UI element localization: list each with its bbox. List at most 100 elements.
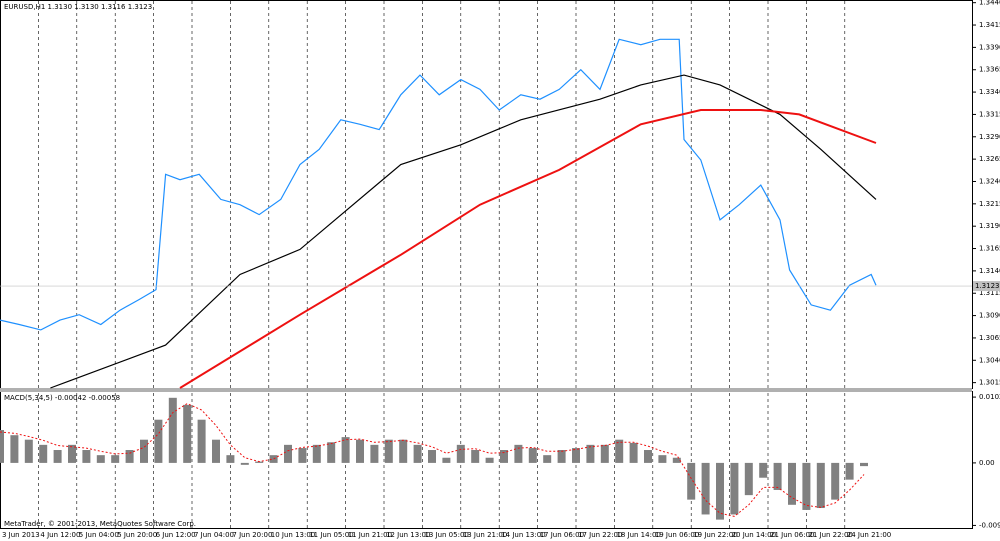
x-tick-label: 13 Jun 05:00 [424, 531, 468, 539]
x-tick-label: 24 Jun 21:00 [847, 531, 891, 539]
histogram-bar [140, 439, 148, 463]
histogram-bar [226, 455, 235, 463]
y-tick-label: 1.3090 [979, 312, 1000, 320]
histogram-bar [10, 435, 19, 463]
x-tick-label: 14 Jun 13:00 [501, 531, 545, 539]
histogram-bar [672, 457, 681, 463]
y-tick-label: 1.3440 [979, 0, 1000, 7]
histogram-bar [0, 430, 4, 463]
histogram-bar [744, 462, 753, 496]
histogram-bar [39, 444, 48, 463]
histogram-bar [442, 457, 451, 463]
histogram-bar [356, 439, 364, 463]
x-tick-label: 20 Jun 14:00 [732, 531, 776, 539]
histogram-bar [154, 419, 163, 463]
x-tick-label: 7 Jun 20:00 [232, 531, 272, 539]
y-tick-label: 1.3015 [979, 379, 1000, 387]
y-tick-label: 1.3115 [979, 289, 1000, 297]
x-tick-label: 6 Jun 12:00 [156, 531, 196, 539]
histogram-bar [658, 455, 667, 463]
x-tick-label: 19 Jun 22:00 [693, 531, 737, 539]
histogram-bar [183, 404, 192, 463]
y-tick-label: 0.01021 [979, 393, 1000, 401]
y-tick-label: 1.3240 [979, 177, 1000, 185]
y-tick-label: 1.3215 [979, 200, 1000, 208]
macd-title: MACD(5,34,5) -0.00042 -0.00058 [4, 394, 120, 402]
histogram-bar [284, 444, 292, 463]
last-price-box [973, 281, 1000, 292]
x-tick-label: 21 Jun 06:00 [770, 531, 814, 539]
histogram-bar [111, 455, 120, 463]
x-tick-label: 11 Jun 05:00 [309, 531, 353, 539]
y-tick-label: 1.3315 [979, 110, 1000, 118]
series-line [50, 74, 877, 389]
histogram-bar [399, 439, 408, 463]
histogram-bar [816, 462, 825, 509]
series-line [0, 38, 877, 331]
last-price-label: 1.3123 [975, 282, 1000, 290]
histogram-bar [845, 462, 854, 480]
histogram-bar [269, 455, 278, 463]
histogram-bar [168, 397, 177, 463]
histogram-bar [514, 444, 523, 463]
x-tick-label: 7 Jun 04:00 [194, 531, 234, 539]
histogram-bar [255, 461, 264, 463]
histogram-bar [716, 462, 724, 520]
y-tick-label: 1.3065 [979, 334, 1000, 342]
histogram-bar [370, 444, 379, 463]
histogram-bar [629, 442, 638, 463]
histogram-bar [528, 448, 537, 463]
histogram-bar [82, 450, 91, 463]
x-tick-label: 11 Jun 21:00 [348, 531, 392, 539]
x-tick-label: 17 Jun 22:00 [578, 531, 622, 539]
y-tick-label: 1.3140 [979, 267, 1000, 275]
histogram-bar [212, 439, 220, 463]
histogram-bar [701, 462, 710, 515]
histogram-bar [197, 419, 206, 463]
y-tick-label: 0.00 [979, 459, 995, 467]
x-tick-label: 13 Jun 21:00 [463, 531, 507, 539]
histogram-bar [644, 450, 652, 463]
y-tick-label: 1.3040 [979, 356, 1000, 364]
histogram-bar [312, 444, 321, 463]
histogram-bar [773, 462, 782, 490]
histogram-bar [341, 437, 350, 463]
histogram-bar [831, 462, 840, 500]
x-tick-label: 18 Jun 14:00 [616, 531, 660, 539]
series-line [179, 109, 877, 389]
y-tick-label: 1.3365 [979, 66, 1000, 74]
y-tick-label: 1.3265 [979, 155, 1000, 163]
histogram-bar [730, 462, 739, 515]
histogram-bar [788, 462, 796, 505]
histogram-bar [384, 439, 393, 463]
x-tick-label: 4 Jun 12:00 [40, 531, 80, 539]
histogram-bar [485, 457, 494, 463]
histogram-bar [615, 439, 624, 463]
y-tick-label: 1.3190 [979, 222, 1000, 230]
histogram-bar [53, 450, 62, 463]
histogram-bar [572, 448, 580, 463]
histogram-bar [68, 444, 76, 463]
histogram-bar [687, 462, 696, 500]
panel-separator [0, 388, 972, 392]
histogram-bar [759, 462, 768, 478]
histogram-bar [586, 444, 595, 463]
x-tick-label: 19 Jun 06:00 [655, 531, 699, 539]
histogram-bar [557, 450, 566, 463]
y-tick-label: -0.0097 [979, 521, 1000, 529]
histogram-bar [428, 450, 436, 463]
histogram-bar [860, 462, 868, 467]
x-tick-label: 10 Jun 13:00 [271, 531, 315, 539]
histogram-bar [327, 442, 336, 463]
y-tick-label: 1.3415 [979, 21, 1000, 29]
x-tick-label: 17 Jun 06:00 [540, 531, 584, 539]
histogram-bar [543, 455, 552, 463]
histogram-bar [802, 462, 811, 510]
histogram-bar [413, 444, 422, 463]
footer: MetaTrader, © 2001-2013, MetaQuotes Soft… [4, 520, 196, 528]
histogram-bar [298, 448, 307, 463]
y-tick-label: 1.3290 [979, 133, 1000, 141]
histogram-bar [456, 444, 465, 463]
x-tick-label: 3 Jun 2013 [2, 531, 40, 539]
